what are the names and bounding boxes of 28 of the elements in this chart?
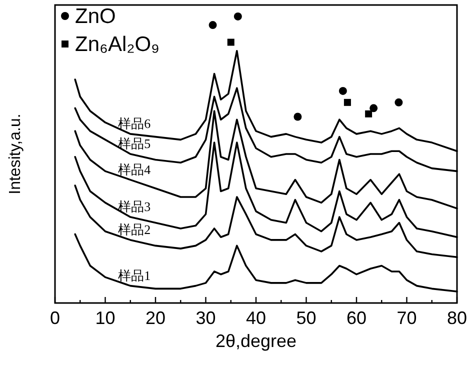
x-tick-label: 50 xyxy=(296,308,316,328)
x-axis-title: 2θ,degree xyxy=(215,331,297,351)
series-label: 样品6 xyxy=(118,116,152,131)
series-label: 样品5 xyxy=(118,136,151,151)
point xyxy=(370,104,378,112)
series-label: 样品3 xyxy=(118,199,151,214)
point xyxy=(234,12,242,20)
series-label: 样品2 xyxy=(118,222,151,237)
x-tick-label: 20 xyxy=(145,308,166,328)
point xyxy=(344,98,351,106)
x-tick-label: 80 xyxy=(446,308,468,328)
x-tick-label: 40 xyxy=(246,308,266,328)
point xyxy=(208,21,217,30)
series-label: 样品4 xyxy=(118,162,152,177)
x-tick-label: 70 xyxy=(396,308,417,328)
x-tick-label: 10 xyxy=(95,308,116,328)
point xyxy=(394,98,403,106)
point xyxy=(338,86,347,95)
point xyxy=(365,110,372,118)
x-tick-label: 0 xyxy=(50,308,60,328)
series-label: 样品1 xyxy=(118,268,151,283)
point xyxy=(294,112,302,121)
x-tick-label: 60 xyxy=(346,308,367,328)
x-tick-label: 30 xyxy=(196,308,216,328)
legend-label: ZnO xyxy=(75,5,116,28)
legend-label: Zn₆Al₂O₉ xyxy=(75,33,160,56)
point xyxy=(227,38,234,46)
y-axis-title: Intesity,a.u. xyxy=(7,114,24,194)
